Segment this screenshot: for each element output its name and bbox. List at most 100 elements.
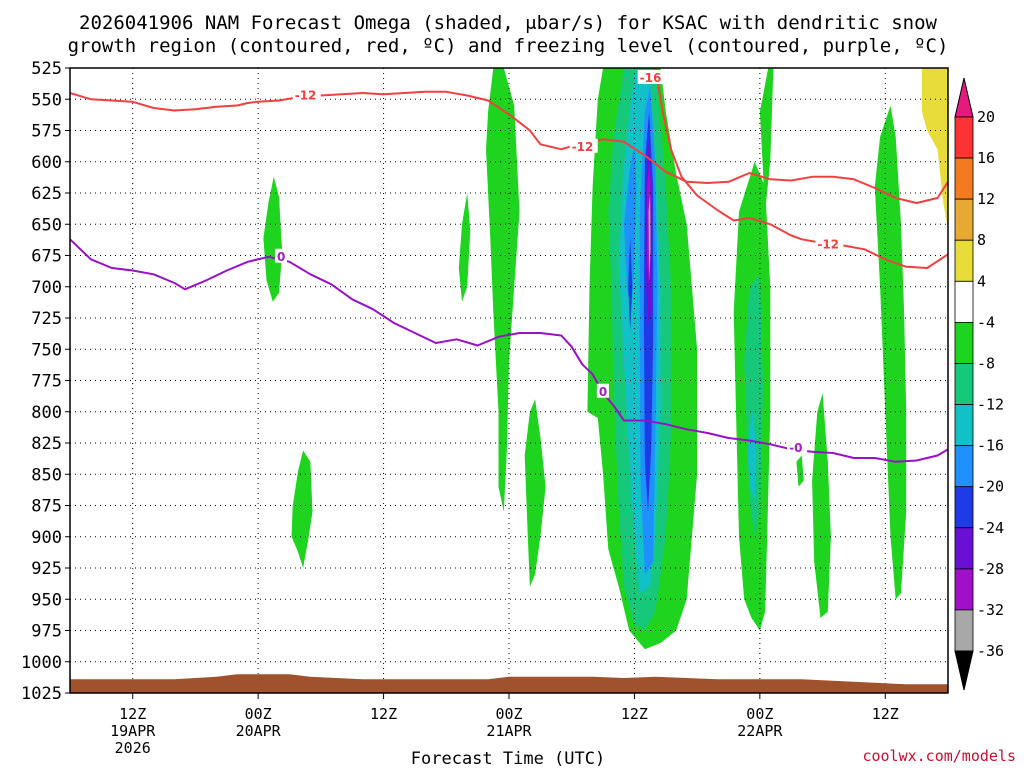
- x-tick-date-1: 20APR: [236, 722, 282, 740]
- colorbar-label-13: -36: [977, 642, 1004, 660]
- x-tick-time-4: 12Z: [621, 705, 648, 723]
- y-tick-label-3: 600: [31, 153, 62, 173]
- colorbar-label-3: 8: [977, 231, 986, 249]
- y-tick-label-5: 650: [31, 215, 62, 235]
- y-tick-label-7: 700: [31, 278, 62, 298]
- colorbar-label-10: -24: [977, 519, 1004, 537]
- y-tick-label-20: 1025: [21, 684, 62, 704]
- y-axis: 525 550 575 600 625 650 675 700 725 750 775 800 825 8…: [21, 59, 70, 704]
- y-tick-label-11: 800: [31, 403, 62, 423]
- x-tick-time-3: 00Z: [495, 705, 522, 723]
- x-tick-time-5: 00Z: [746, 705, 773, 723]
- colorbar-label-8: -16: [977, 437, 1004, 455]
- contour-label-3: -12: [817, 237, 839, 251]
- terrain: [70, 674, 948, 693]
- y-tick-label-4: 625: [31, 184, 62, 204]
- omega-region-21: [874, 105, 907, 600]
- y-tick-label-2: 575: [31, 122, 62, 142]
- contour-label-6: -0: [789, 441, 802, 455]
- omega-region-3: [486, 68, 520, 512]
- y-tick-label-17: 950: [31, 590, 62, 610]
- colorbar-label-6: -8: [977, 354, 995, 372]
- contour-label-4: 0: [277, 250, 285, 264]
- contour-label-bg-1: [569, 138, 598, 153]
- y-tick-label-1: 550: [31, 90, 62, 110]
- colorbar-label-12: -32: [977, 601, 1004, 619]
- omega-region-2: [458, 193, 471, 302]
- colorbar-bin-7: [954, 404, 974, 447]
- colorbar-top-arrow: [954, 77, 974, 118]
- omega-region-1: [291, 450, 313, 568]
- y-tick-label-9: 750: [31, 340, 62, 360]
- colorbar: 20 16 12 8 4 -4 -8 -12 -16 -20 -24 -28 -32 -36: [954, 77, 1004, 691]
- y-tick-label-6: 675: [31, 247, 62, 267]
- colorbar-label-4: 4: [977, 272, 986, 290]
- y-tick-label-14: 875: [31, 497, 62, 517]
- x-axis-label: Forecast Time (UTC): [411, 749, 605, 768]
- colorbar-label-5: -4: [977, 313, 995, 331]
- contour-label-5: 0: [599, 385, 607, 399]
- colorbar-bin-11: [954, 568, 974, 611]
- colorbar-label-9: -20: [977, 478, 1004, 496]
- colorbar-bin-1: [954, 157, 974, 200]
- contour-label-1: -12: [572, 140, 594, 154]
- contour-label-2: -16: [640, 71, 662, 85]
- omega-region-18: [759, 68, 774, 212]
- colorbar-bin-9: [954, 486, 974, 529]
- x-tick-time-6: 12Z: [872, 705, 899, 723]
- colorbar-label-1: 16: [977, 149, 995, 167]
- y-tick-label-8: 725: [31, 309, 62, 329]
- colorbar-bin-2: [954, 198, 974, 241]
- plot-inner: -12 -12 -16 -12 0 0 -0: [70, 68, 948, 693]
- y-tick-label-13: 850: [31, 465, 62, 485]
- y-tick-label-0: 525: [31, 59, 62, 79]
- colorbar-label-11: -28: [977, 560, 1004, 578]
- x-tick-time-1: 00Z: [245, 705, 272, 723]
- contour-label-bg-5: [596, 383, 609, 398]
- omega-region-19: [796, 455, 804, 487]
- contour-label-bg-3: [815, 236, 844, 251]
- y-tick-label-12: 825: [31, 434, 62, 454]
- colorbar-bin-6: [954, 363, 974, 405]
- colorbar-label-0: 20: [977, 108, 995, 126]
- x-tick-date-3: 21APR: [486, 722, 532, 740]
- contour-label-bg-4: [274, 248, 287, 263]
- omega-region-22: [921, 68, 948, 231]
- omega-region-0: [263, 176, 283, 302]
- omega-region-8: [624, 143, 637, 312]
- x-tick-time-0: 12Z: [119, 705, 146, 723]
- x-tick-date-0: 19APR: [110, 722, 156, 740]
- contour-label-bg-0: [292, 87, 321, 102]
- x-tick-date-5: 22APR: [737, 722, 783, 740]
- credit-text: coolwx.com/models: [862, 747, 1016, 765]
- omega-region-17: [747, 411, 757, 500]
- colorbar-bin-0: [954, 116, 974, 159]
- dgz-contour-upper: [70, 90, 948, 204]
- plot-area: -12 -12 -16 -12 0 0 -0: [69, 67, 949, 694]
- colorbar-bin-8: [954, 445, 974, 488]
- contour-label-bg-6: [787, 440, 808, 454]
- chart-title-line1: 2026041906 NAM Forecast Omega (shaded, μ…: [79, 12, 937, 34]
- x-tick-time-2: 12Z: [370, 705, 397, 723]
- colorbar-bottom-arrow: [954, 650, 974, 691]
- chart-title-line2: growth region (contoured, red, ºC) and f…: [68, 35, 949, 57]
- omega-region-4: [524, 399, 546, 587]
- omega-region-20: [812, 393, 831, 618]
- colorbar-bin-5: [954, 321, 974, 364]
- y-tick-label-10: 775: [31, 372, 62, 392]
- colorbar-bin-10: [954, 527, 974, 570]
- y-tick-label-15: 900: [31, 528, 62, 548]
- colorbar-label-2: 12: [977, 190, 995, 208]
- contour-label-bg-2: [637, 70, 666, 84]
- colorbar-bin-3: [954, 239, 974, 282]
- y-tick-label-19: 1000: [21, 653, 62, 673]
- contour-label-0: -12: [295, 89, 317, 103]
- y-tick-label-16: 925: [31, 559, 62, 579]
- colorbar-bin-12: [954, 609, 974, 652]
- x-tick-year-0: 2026: [115, 739, 151, 757]
- omega-region-14: [648, 193, 651, 281]
- colorbar-bin-4: [954, 280, 974, 323]
- y-tick-label-18: 975: [31, 622, 62, 642]
